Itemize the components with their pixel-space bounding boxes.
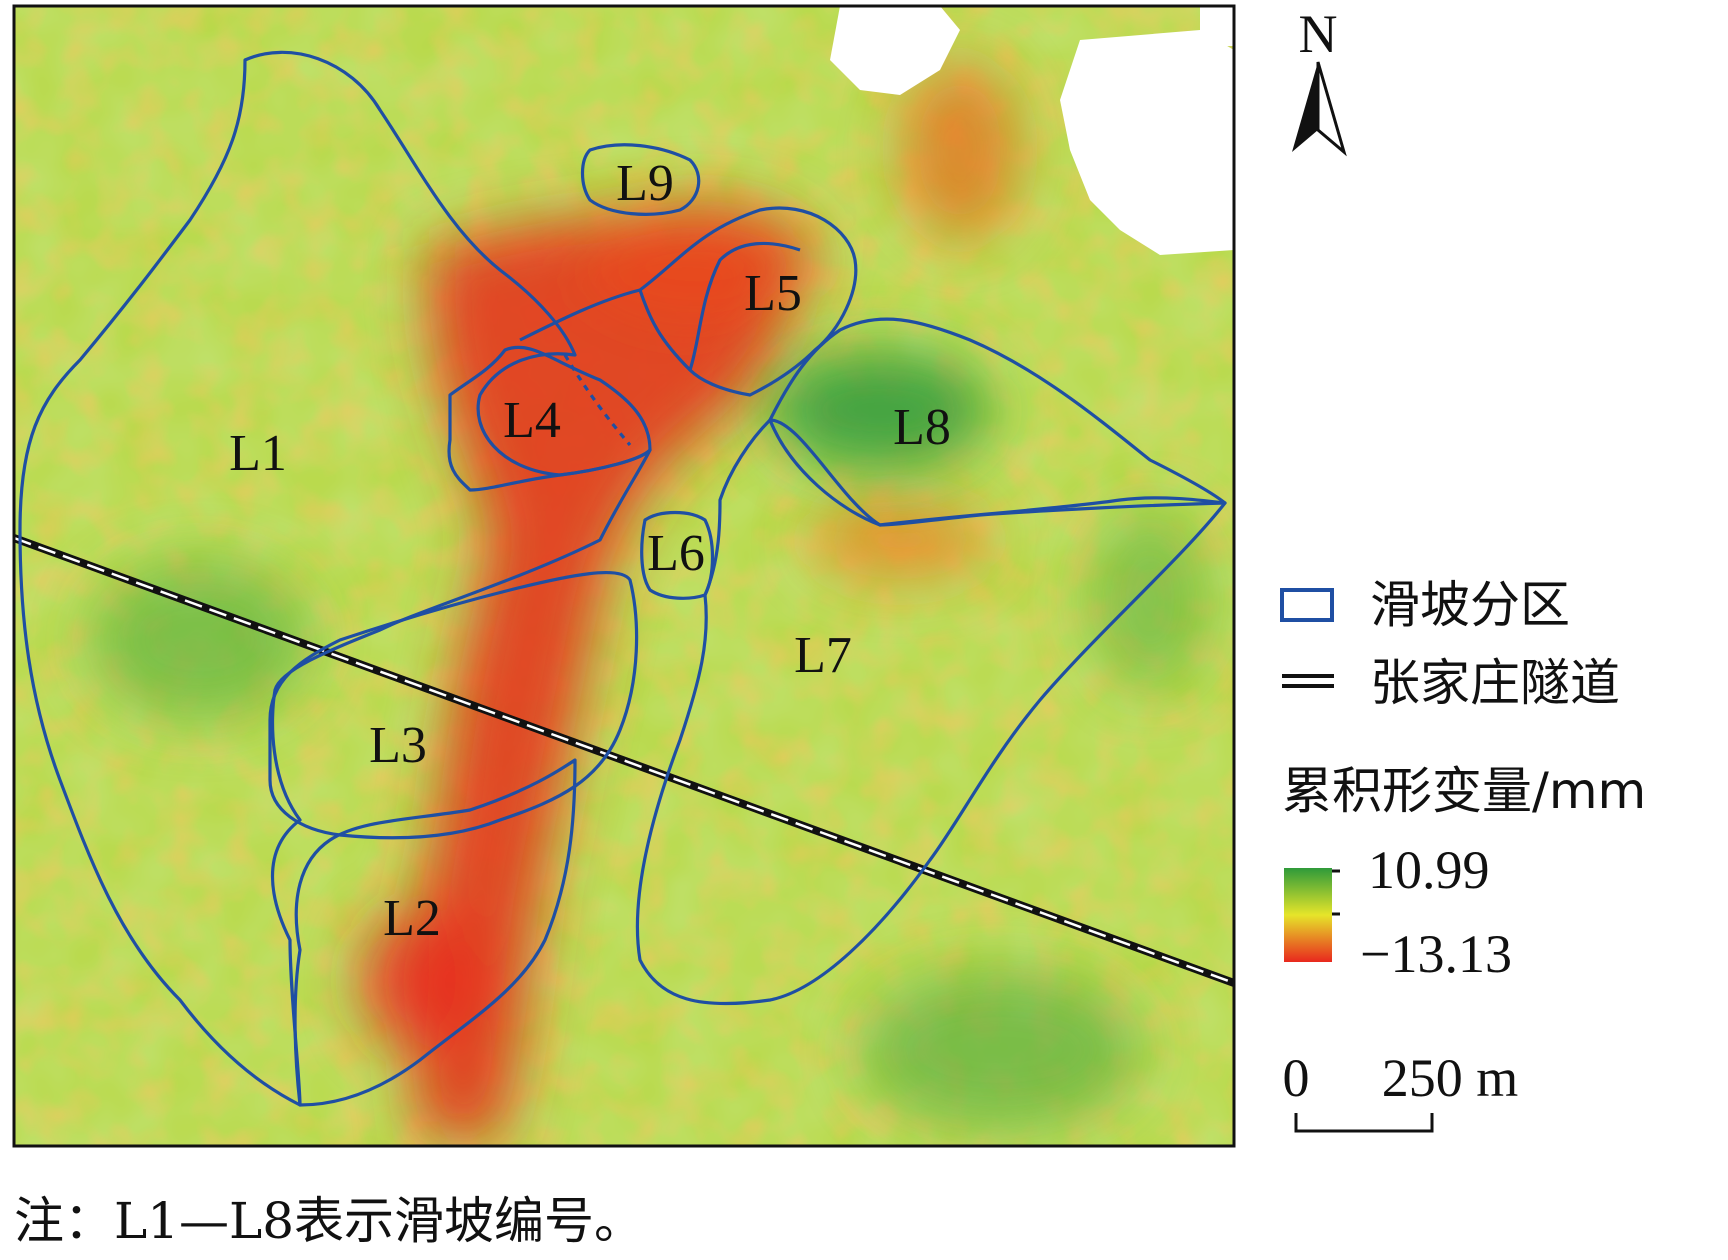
zone-L5-boundary[interactable] — [519, 206, 858, 397]
landslide-boundaries — [18, 50, 1227, 1107]
zone-label-L5: L5 — [744, 265, 802, 322]
legend-zone-swatch — [1280, 588, 1334, 622]
scale-distance-label: 250 m — [1382, 1048, 1519, 1108]
zone-L4-boundary[interactable] — [447, 345, 652, 492]
scale-bar: 0 250 m — [1283, 1048, 1519, 1133]
red-deformation-zone — [360, 60, 1020, 1140]
zone-label-L8: L8 — [893, 399, 951, 456]
legend-tunnel-label: 张家庄隧道 — [1370, 654, 1620, 712]
zone-label-L9: L9 — [616, 155, 674, 212]
deformation-color-ramp — [1284, 868, 1332, 962]
zone-label-L2: L2 — [383, 890, 441, 947]
no-data-patches — [830, 6, 1234, 255]
green-deformation-zone — [90, 350, 1210, 1130]
zone-labels: L1 L2 L3 L4 L5 L6 L7 L8 L9 — [229, 155, 951, 947]
zone-label-L1: L1 — [229, 425, 287, 482]
legend-deformation-title: 累积形变量/mm — [1282, 762, 1646, 820]
legend-tunnel-item: 张家庄隧道 — [1282, 654, 1620, 712]
zone-label-L3: L3 — [369, 717, 427, 774]
legend-max-value: 10.99 — [1368, 840, 1490, 900]
zone-L3-boundary[interactable] — [268, 570, 639, 840]
north-arrow-icon: N — [1292, 4, 1347, 157]
zone-label-L4: L4 — [503, 392, 561, 449]
tunnel-line — [12, 534, 1236, 987]
zone-label-L6: L6 — [647, 525, 705, 582]
scale-zero-label: 0 — [1283, 1048, 1310, 1108]
north-label: N — [1299, 4, 1338, 64]
legend-min-value: −13.13 — [1360, 924, 1512, 984]
figure-note: 注：L1—L8表示滑坡编号。 — [14, 1192, 644, 1250]
zone-L9-boundary[interactable] — [580, 143, 701, 216]
zone-L8-boundary[interactable] — [768, 317, 1227, 527]
zone-L7-boundary[interactable] — [635, 418, 1227, 1006]
zone-label-L7: L7 — [794, 627, 852, 684]
legend-zone-item: 滑坡分区 — [1280, 576, 1570, 634]
legend-zone-label: 滑坡分区 — [1370, 576, 1570, 634]
map-frame — [12, 4, 1236, 1148]
zone-L2-boundary[interactable] — [293, 758, 577, 1107]
zone-L1-boundary[interactable] — [18, 50, 652, 1107]
